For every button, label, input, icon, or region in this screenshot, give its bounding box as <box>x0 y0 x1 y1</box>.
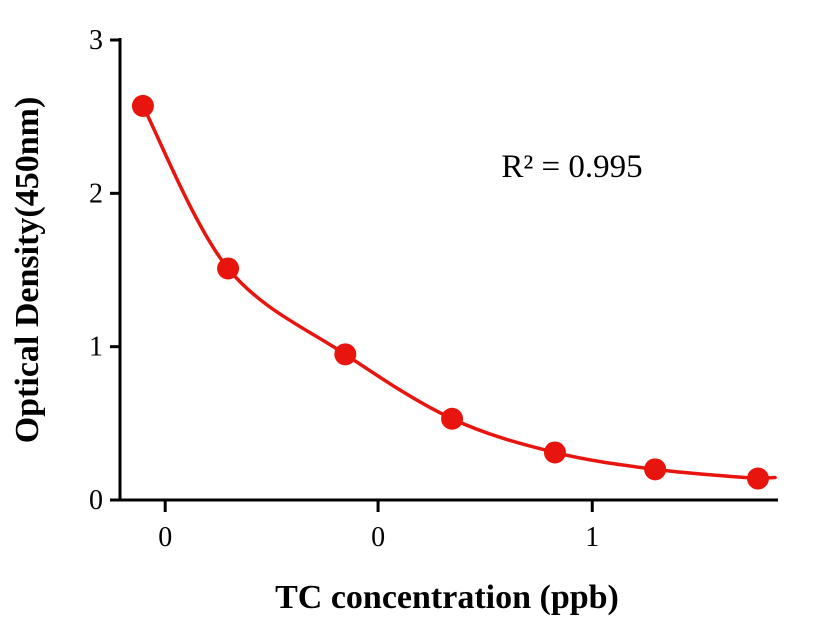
y-axis-label: Optical Density(450nm) <box>9 97 46 444</box>
data-point <box>334 343 357 366</box>
data-points <box>131 94 769 490</box>
axes <box>118 38 778 502</box>
data-point <box>441 407 464 430</box>
y-tick-label: 1 <box>89 332 103 363</box>
x-axis-label: TC concentration (ppb) <box>275 579 619 616</box>
r-squared-annotation: R² = 0.995 <box>501 149 642 185</box>
data-point <box>644 458 667 481</box>
y-tick-label: 2 <box>89 178 103 209</box>
data-point <box>131 94 154 117</box>
data-point <box>217 257 240 280</box>
x-tick-label: 0 <box>158 522 172 553</box>
data-point <box>543 441 566 464</box>
x-tick-label: 0 <box>371 522 385 553</box>
tick-marks: 0 1 2 3 0 0 1 <box>89 25 599 553</box>
data-point <box>746 467 769 490</box>
y-tick-label: 0 <box>89 485 103 516</box>
y-tick-label: 3 <box>89 25 103 56</box>
x-tick-label: 1 <box>585 522 599 553</box>
